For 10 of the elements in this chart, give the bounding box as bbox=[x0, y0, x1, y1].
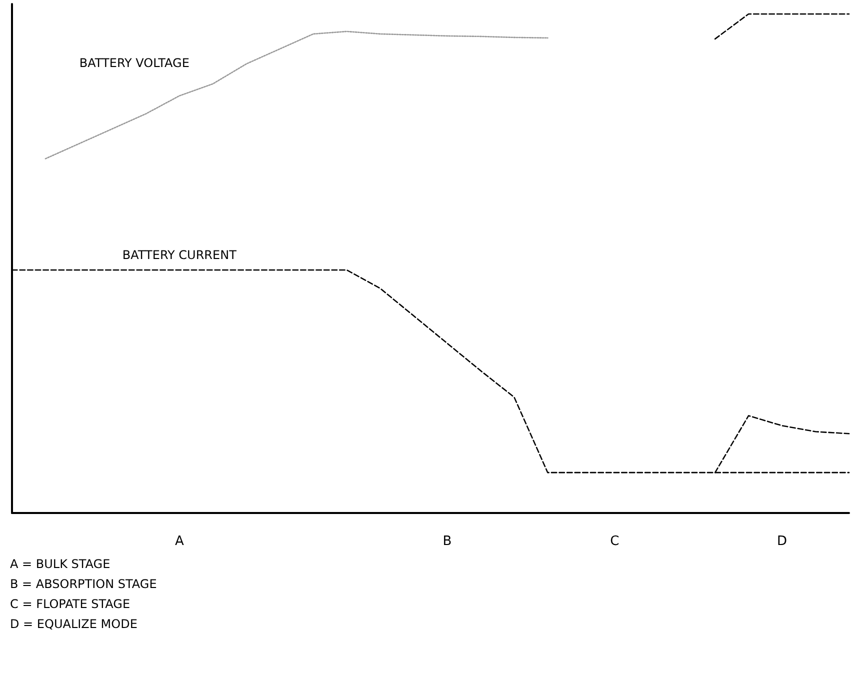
x-tick-label: D bbox=[777, 534, 788, 549]
text: A = BULK STAGE bbox=[10, 557, 110, 571]
text: C = FLOPATE STAGE bbox=[10, 597, 130, 611]
x-tick-label: C bbox=[610, 534, 620, 549]
text: D = EQUALIZE MODE bbox=[10, 617, 138, 631]
text: B = ABSORPTION STAGE bbox=[10, 577, 157, 591]
series-label: BATTERY CURRENT bbox=[122, 248, 238, 262]
x-tick-label: B bbox=[442, 534, 452, 549]
x-tick-label: A bbox=[174, 534, 184, 549]
series-label: BATTERY VOLTAGE bbox=[79, 56, 190, 70]
